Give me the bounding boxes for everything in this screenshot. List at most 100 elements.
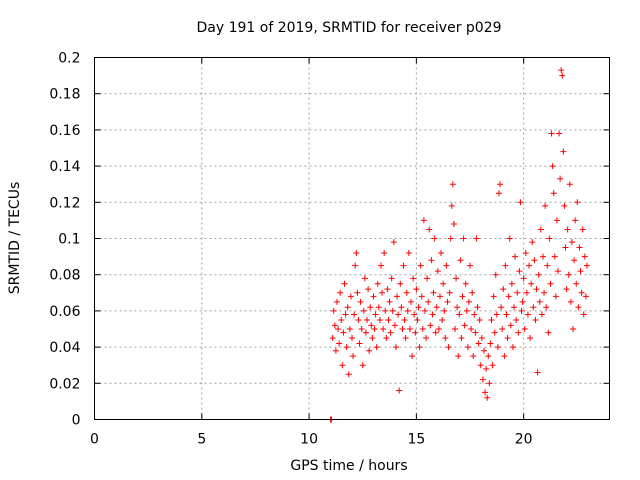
data-point <box>526 262 533 269</box>
y-tick-label: 0.14 <box>49 159 80 175</box>
y-tick-label: 0 <box>72 413 81 429</box>
data-point <box>425 298 432 305</box>
data-point <box>471 311 478 318</box>
data-point <box>353 249 360 256</box>
data-point <box>342 311 349 318</box>
data-point <box>449 181 456 188</box>
data-point <box>501 353 508 360</box>
data-point <box>405 249 412 256</box>
data-point <box>535 271 542 278</box>
data-point <box>531 257 538 264</box>
data-point <box>517 199 524 206</box>
data-point <box>385 316 392 323</box>
data-point <box>493 311 500 318</box>
data-point <box>543 304 550 311</box>
data-point <box>489 362 496 369</box>
data-point <box>459 293 466 300</box>
data-point <box>433 304 440 311</box>
chart-title: Day 191 of 2019, SRMTID for receiver p02… <box>196 20 501 36</box>
data-point <box>482 389 489 396</box>
data-point <box>423 335 430 342</box>
data-point <box>396 387 403 394</box>
data-point <box>455 353 462 360</box>
data-point <box>414 316 421 323</box>
data-point <box>454 304 461 311</box>
data-point <box>578 289 585 296</box>
data-point <box>354 289 361 296</box>
x-tick-label: 10 <box>300 432 318 448</box>
data-point <box>432 329 439 336</box>
data-point <box>476 316 483 323</box>
data-point <box>567 298 574 305</box>
data-point <box>537 226 544 233</box>
data-point <box>366 347 373 354</box>
data-point <box>581 253 588 260</box>
data-point <box>445 344 452 351</box>
data-point <box>416 344 423 351</box>
data-point <box>410 275 417 282</box>
data-point <box>384 286 391 293</box>
data-point <box>523 289 530 296</box>
data-point <box>468 326 475 332</box>
data-point <box>508 280 515 287</box>
data-point <box>538 311 545 318</box>
data-point <box>409 353 416 360</box>
data-point <box>371 326 378 332</box>
data-point <box>373 344 380 351</box>
data-point <box>518 307 525 314</box>
data-point <box>332 347 339 354</box>
data-point <box>571 257 578 264</box>
data-point <box>500 286 507 293</box>
data-point <box>390 239 397 246</box>
y-tick-label: 0.18 <box>49 87 80 103</box>
data-point <box>436 293 443 300</box>
data-point <box>442 335 449 342</box>
data-point <box>530 304 537 311</box>
data-point <box>338 316 345 323</box>
data-point <box>370 293 377 300</box>
data-point <box>511 304 518 311</box>
data-point <box>479 376 486 383</box>
data-point <box>516 268 523 275</box>
data-point <box>343 344 350 351</box>
data-point <box>399 326 406 332</box>
data-point <box>475 340 482 347</box>
data-point <box>444 298 451 305</box>
data-point <box>374 280 381 287</box>
data-point <box>570 326 577 332</box>
data-point <box>524 311 531 318</box>
data-point <box>388 275 395 282</box>
data-point <box>556 130 563 137</box>
data-point <box>447 235 454 242</box>
data-point <box>568 239 575 246</box>
data-point <box>450 221 457 228</box>
data-point <box>446 289 453 296</box>
data-point <box>441 307 448 314</box>
data-point <box>386 298 393 305</box>
data-point <box>408 298 415 305</box>
data-point <box>558 67 565 74</box>
data-point <box>397 280 404 287</box>
data-point <box>336 340 343 347</box>
data-point <box>521 326 528 332</box>
data-point <box>470 353 477 360</box>
data-point <box>420 217 427 224</box>
x-axis-label: GPS time / hours <box>290 458 407 474</box>
data-point <box>341 280 348 287</box>
data-point <box>491 329 498 336</box>
data-point <box>579 226 586 233</box>
y-tick-label: 0.16 <box>49 123 80 139</box>
data-point <box>550 190 557 197</box>
data-point <box>520 275 527 282</box>
data-point <box>469 289 476 296</box>
data-point <box>369 335 376 342</box>
data-point <box>349 335 355 342</box>
data-point <box>514 289 521 296</box>
data-point <box>355 316 362 323</box>
data-point <box>412 329 419 336</box>
data-point <box>377 262 384 269</box>
data-point <box>577 268 584 275</box>
data-point <box>582 293 589 300</box>
data-point <box>439 316 446 323</box>
data-point <box>480 347 487 354</box>
